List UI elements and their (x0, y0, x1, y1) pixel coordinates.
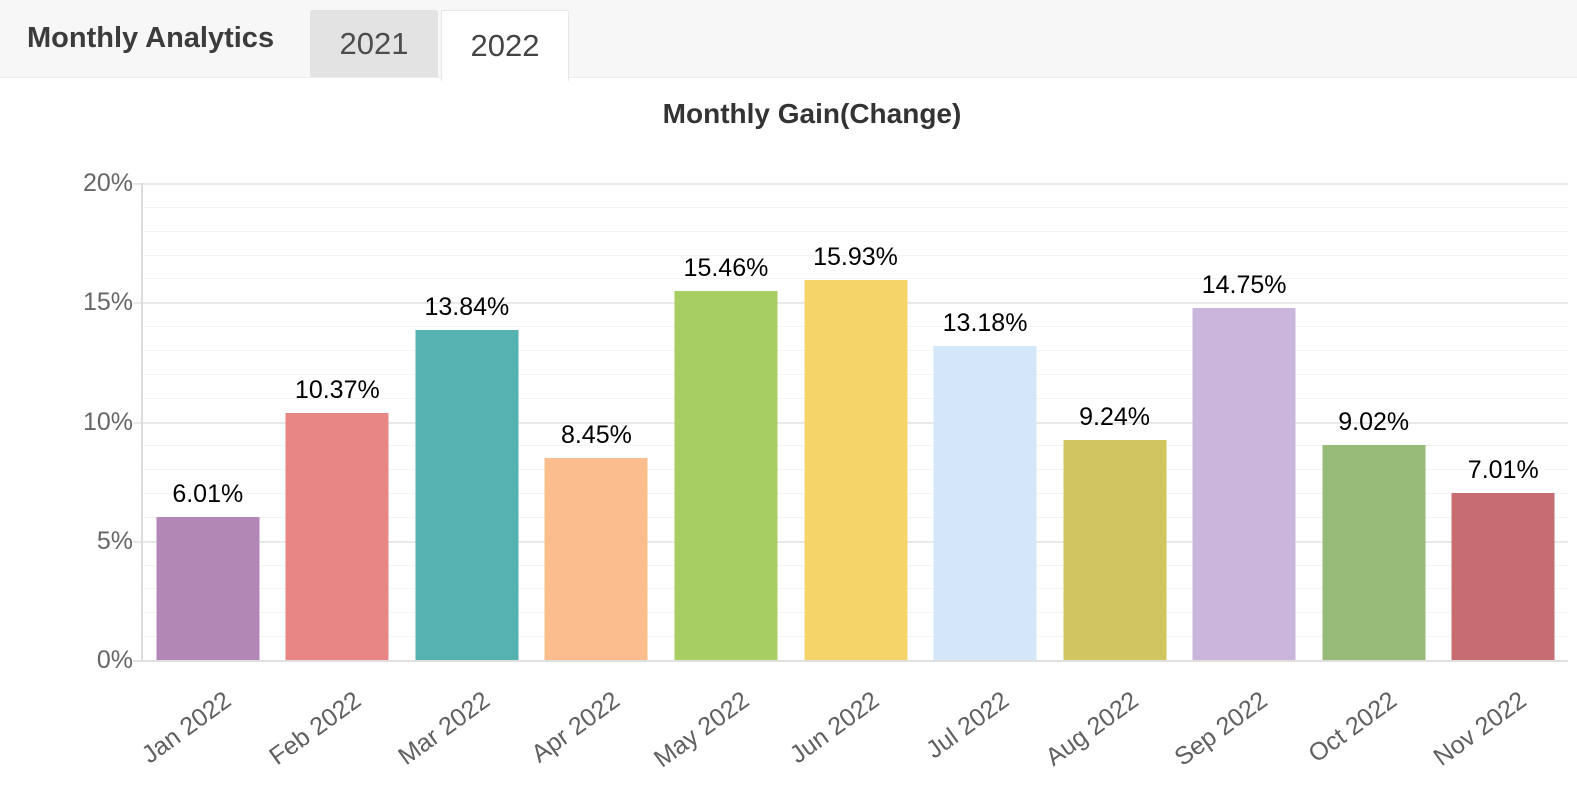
gridline (133, 660, 1568, 662)
header-bar: Monthly Analytics 2021 2022 (0, 0, 1577, 81)
bar-slot: 10.37% Feb 2022 (264, 183, 403, 771)
bar-value-label: 10.37% (294, 375, 380, 404)
plot-area: 6.01% Jan 2022 10.37% Feb 2022 13.84% Mar 202… (83, 170, 1568, 773)
gridline (143, 278, 1568, 280)
bar-value-label: 7.01% (1467, 455, 1539, 484)
bar-slot: 15.46% May 2022 (649, 183, 791, 773)
bar-value-label: 6.01% (172, 479, 244, 508)
bar-mar-2022[interactable] (415, 329, 519, 660)
x-axis-label: Aug 2022 (1040, 686, 1144, 772)
x-axis-label: Oct 2022 (1303, 686, 1403, 769)
bar-sep-2022[interactable] (1192, 308, 1296, 660)
bar-slot: 13.84% Mar 2022 (393, 183, 532, 771)
x-axis-label: Jun 2022 (784, 686, 884, 770)
gridline (143, 206, 1568, 208)
bar-slot: 6.01% Jan 2022 (137, 183, 273, 769)
bar-may-2022[interactable] (674, 291, 778, 660)
bar-slot: 9.02% Oct 2022 (1304, 183, 1439, 768)
bar-jul-2022[interactable] (933, 345, 1037, 660)
bar-value-label: 13.18% (942, 308, 1028, 337)
x-axis-label: Nov 2022 (1428, 686, 1532, 772)
bar-oct-2022[interactable] (1322, 444, 1426, 660)
bar-slot: 13.18% Jul 2022 (920, 183, 1050, 764)
bar-nov-2022[interactable] (1451, 492, 1555, 660)
bar-value-label: 14.75% (1201, 271, 1287, 300)
y-tick-label: 10% (82, 407, 133, 436)
bar-aug-2022[interactable] (1063, 439, 1167, 660)
bar-value-label: 13.84% (424, 292, 510, 321)
x-axis-label: Feb 2022 (263, 686, 366, 771)
bar-value-label: 8.45% (560, 421, 632, 450)
bar-value-label: 15.46% (683, 254, 769, 283)
x-axis-label: Apr 2022 (526, 686, 625, 769)
page-title: Monthly Analytics (27, 22, 275, 54)
x-axis-label: Jul 2022 (920, 686, 1014, 765)
y-axis-line (141, 183, 143, 660)
bar-slot: 15.93% Jun 2022 (784, 183, 921, 769)
bar-jan-2022[interactable] (156, 516, 260, 660)
gridline (133, 183, 1568, 185)
y-tick-label: 20% (82, 169, 133, 197)
bars-container: 6.01% Jan 2022 10.37% Feb 2022 13.84% Mar 202… (137, 183, 1568, 773)
bar-slot: 8.45% Apr 2022 (526, 183, 662, 768)
tab-2022[interactable]: 2022 (441, 10, 569, 81)
y-tick-label: 5% (96, 526, 133, 555)
bar-apr-2022[interactable] (544, 458, 648, 660)
gridline (143, 230, 1568, 232)
x-axis-label: May 2022 (649, 686, 755, 774)
gridline (143, 254, 1568, 256)
y-tick-label: 0% (96, 646, 133, 674)
chart-title: Monthly Gain(Change) (662, 98, 962, 129)
bar-feb-2022[interactable] (285, 412, 389, 660)
x-axis-label: Jan 2022 (136, 686, 237, 770)
x-axis-label: Sep 2022 (1169, 686, 1273, 772)
bar-value-label: 9.24% (1079, 402, 1151, 431)
tab-2021[interactable]: 2021 (310, 10, 438, 77)
bar-jun-2022[interactable] (804, 280, 907, 660)
x-axis-label: Mar 2022 (393, 686, 496, 771)
bar-slot: 14.75% Sep 2022 (1170, 183, 1309, 772)
y-tick-label: 15% (82, 288, 133, 317)
bar-value-label: 9.02% (1338, 407, 1410, 436)
bar-slot: 9.24% Aug 2022 (1040, 183, 1180, 772)
bar-value-label: 15.93% (813, 243, 898, 272)
bar-slot: 7.01% Nov 2022 (1429, 183, 1568, 772)
